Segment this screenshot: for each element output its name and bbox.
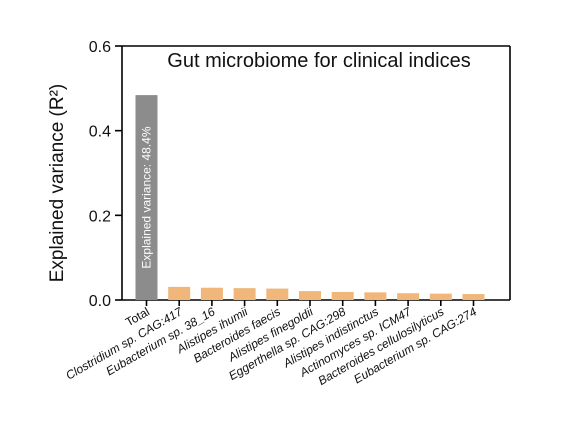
bar-species	[364, 292, 387, 300]
chart-title: Gut microbiome for clinical indices	[167, 50, 470, 72]
bar-species	[429, 293, 452, 300]
bar-species	[299, 291, 321, 300]
total-bar-annotation: Explained variance: 48.4%	[140, 126, 154, 268]
bar-species	[331, 291, 354, 300]
plot-frame	[121, 45, 511, 301]
y-tick-label: 0.6	[89, 39, 111, 56]
y-tick-label: 0.4	[89, 124, 111, 141]
bar-species	[168, 286, 191, 300]
bar-species	[233, 288, 256, 300]
bar-species	[266, 288, 289, 300]
y-tick-label: 0.0	[89, 293, 111, 310]
y-tick-label: 0.2	[89, 208, 111, 225]
bar-species	[200, 287, 223, 300]
bar-species	[462, 294, 485, 300]
y-axis-label: Explained variance (R²)	[47, 84, 68, 283]
bar-total	[135, 95, 158, 301]
bar-species	[397, 293, 420, 300]
bars	[135, 95, 485, 306]
y-ticks: 0.0 0.2 0.4 0.6	[89, 39, 122, 310]
